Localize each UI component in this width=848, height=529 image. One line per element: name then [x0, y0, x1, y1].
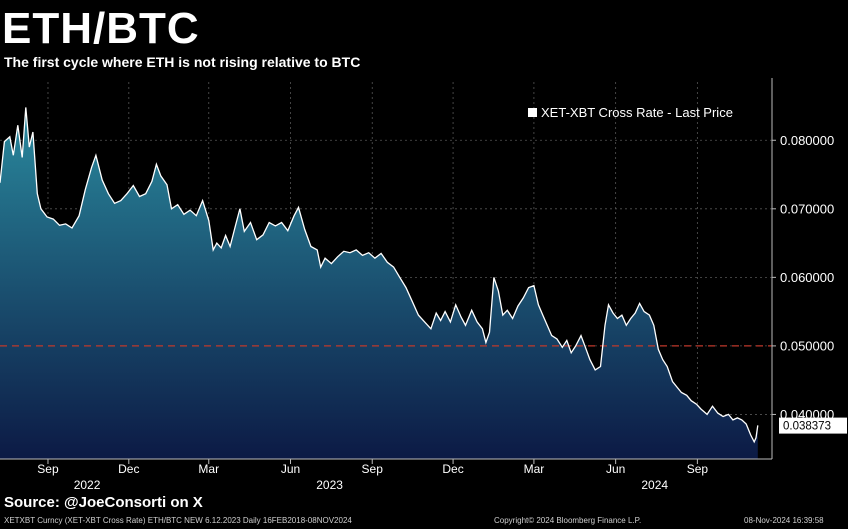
- x-tick-label: Sep: [687, 462, 709, 476]
- last-value-label: 0.038373: [783, 421, 831, 433]
- x-tick-label: Dec: [442, 462, 463, 476]
- footer-timestamp: 08-Nov-2024 16:39:58: [744, 516, 824, 525]
- footer-copyright: Copyright© 2024 Bloomberg Finance L.P.: [494, 516, 642, 525]
- x-tick-label: Sep: [37, 462, 59, 476]
- x-tick-label: Jun: [281, 462, 300, 476]
- x-tick-label: Mar: [524, 462, 545, 476]
- y-tick-label: 0.060000: [780, 270, 834, 285]
- last-value-tag: 0.038373: [779, 417, 847, 434]
- x-tick-label: Sep: [362, 462, 384, 476]
- year-label: 2023: [316, 478, 343, 492]
- price-line: [0, 107, 759, 444]
- x-tick-label: Dec: [118, 462, 139, 476]
- legend: XET-XBT Cross Rate - Last Price: [528, 105, 733, 120]
- year-label: 2024: [641, 478, 668, 492]
- y-tick-label: 0.070000: [780, 201, 834, 216]
- x-tick-label: Mar: [198, 462, 219, 476]
- year-label: 2022: [74, 478, 101, 492]
- y-tick-label: 0.050000: [780, 338, 834, 353]
- y-tick-label: 0.080000: [780, 133, 834, 148]
- source-note: Source: @JoeConsorti on X: [4, 494, 203, 511]
- footer-ticker: XETXBT Curncy (XET-XBT Cross Rate) ETH/B…: [4, 516, 352, 525]
- last-value-box: [779, 417, 847, 434]
- chart-title: ETH/BTC: [2, 4, 200, 53]
- legend-swatch: [528, 108, 537, 117]
- chart-subtitle: The first cycle where ETH is not rising …: [4, 54, 361, 70]
- price-chart: 0.0800000.0700000.0600000.0500000.040000…: [0, 78, 847, 492]
- x-tick-label: Jun: [606, 462, 625, 476]
- legend-label: XET-XBT Cross Rate - Last Price: [541, 105, 733, 120]
- price-area: [0, 107, 758, 460]
